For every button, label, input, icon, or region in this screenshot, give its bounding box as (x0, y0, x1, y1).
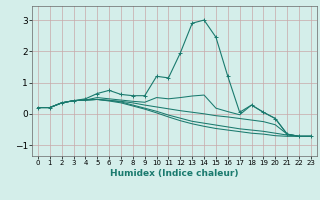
X-axis label: Humidex (Indice chaleur): Humidex (Indice chaleur) (110, 169, 239, 178)
